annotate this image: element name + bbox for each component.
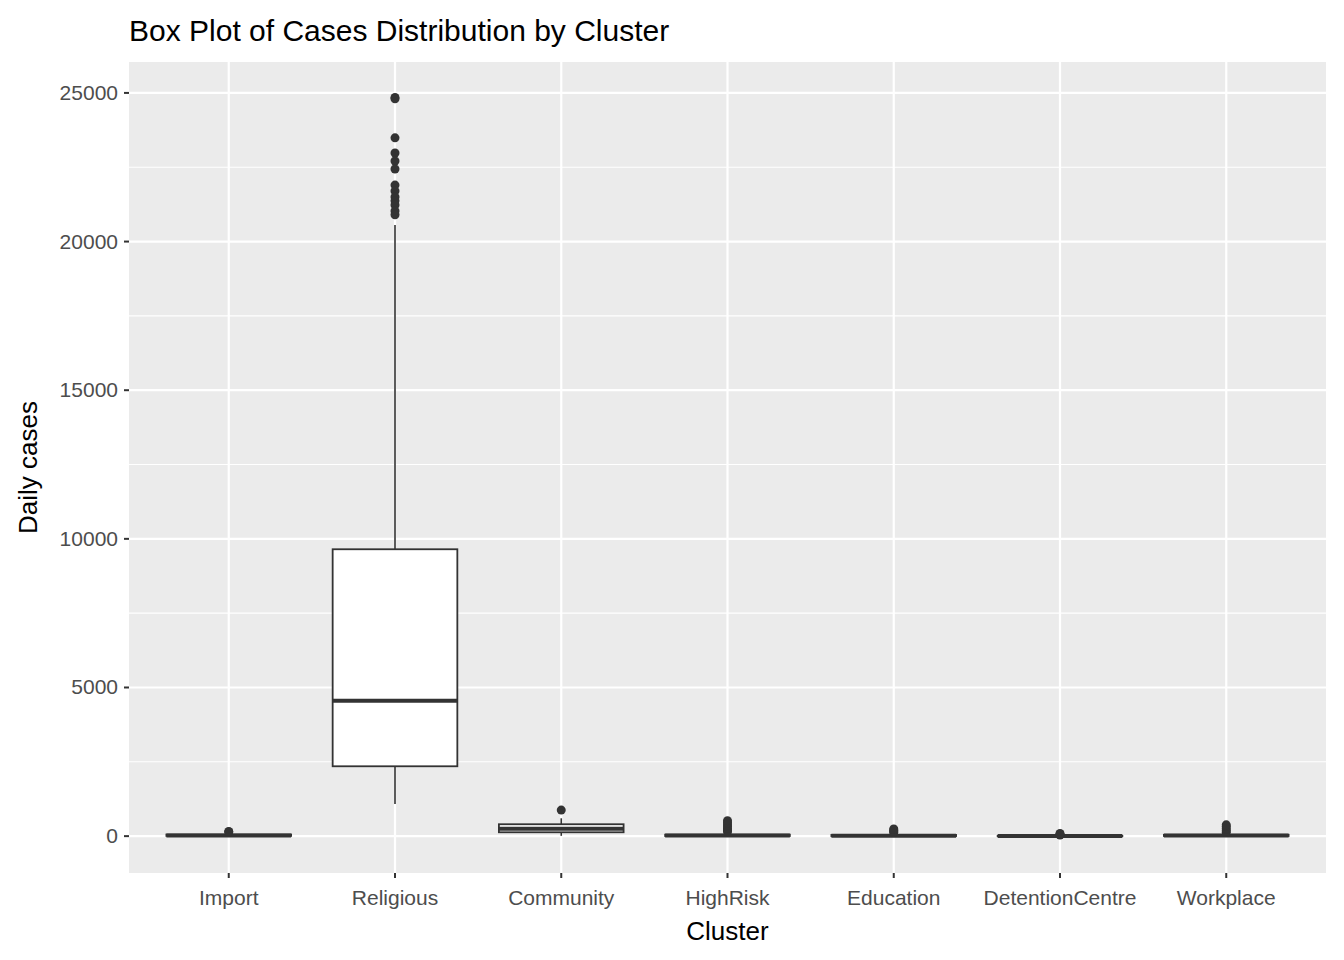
tick-x [228,873,230,878]
tick-label: 25000 [60,81,118,104]
tick-label: 5000 [71,675,118,698]
grid-line-x [1059,62,1061,873]
background [0,0,1344,960]
outlier [391,156,400,165]
tick [124,389,129,391]
category-label: Community [508,886,615,909]
outlier [224,827,233,836]
median [333,699,458,703]
outlier [391,210,400,219]
grid-line-x [228,62,230,873]
outlier [391,94,400,103]
tick-x [560,873,562,878]
tick-x [394,873,396,878]
outlier [391,133,400,142]
tick-x [727,873,729,878]
tick-label: 20000 [60,230,118,253]
tick-label: 10000 [60,527,118,550]
outlier [391,148,400,157]
category-label: Education [847,886,940,909]
category-label: Religious [352,886,438,909]
tick [124,92,129,94]
tick [124,835,129,837]
category-label: Workplace [1177,886,1276,909]
tick-x [893,873,895,878]
outlier [391,165,400,174]
grid-line-x [893,62,895,873]
outlier [1056,830,1065,839]
tick [124,241,129,243]
title: Box Plot of Cases Distribution by Cluste… [129,14,669,47]
box [499,824,624,832]
grid-line-x [1225,62,1227,873]
whisker-upper [394,225,396,549]
category-label: DetentionCentre [984,886,1137,909]
grid-line-x [726,62,728,873]
outlier [1056,829,1065,838]
category-label: Import [199,886,259,909]
outlier [723,816,732,825]
y-axis-title: Daily cases [13,401,43,534]
tick-x [1225,873,1227,878]
panel [129,62,1326,873]
whisker-lower [394,766,396,804]
tick-label: 0 [106,824,118,847]
category-label: HighRisk [685,886,770,909]
grid-line-x [560,62,562,873]
chart: 0 5000 10000 15000 20000 25000 Import Religious… [0,0,1344,960]
tick-label: 15000 [60,378,118,401]
x-axis-title: Cluster [686,916,769,946]
tick [124,686,129,688]
outlier [224,827,233,836]
marks [166,93,1288,840]
box [333,549,458,766]
median [499,827,624,831]
tick-x [1059,873,1061,878]
outlier [1222,820,1231,829]
tick [124,538,129,540]
outlier [889,825,898,834]
outlier [557,806,566,815]
